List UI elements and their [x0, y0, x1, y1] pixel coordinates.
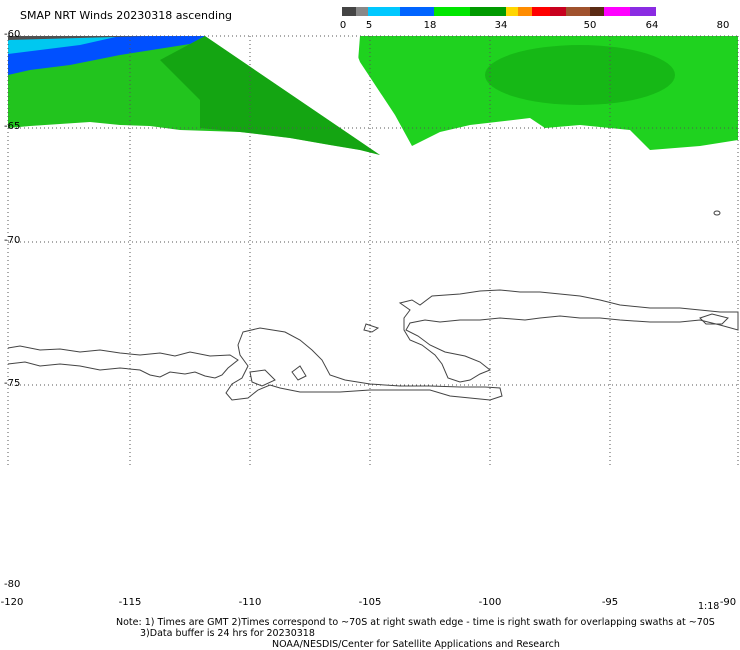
- lat-lon-grid: [8, 35, 739, 465]
- colorbar-segment: [342, 7, 356, 16]
- colorbar-segment: [470, 7, 506, 16]
- colorbar-label-64: 64: [645, 20, 659, 31]
- colorbar-label-0: 0: [339, 20, 347, 31]
- small-island: [713, 210, 721, 216]
- colorbar-segment: [604, 7, 630, 16]
- time-label: 1:18: [698, 601, 720, 612]
- lon-label: -95: [601, 597, 619, 608]
- colorbar-segment: [550, 7, 566, 16]
- colorbar-segment: [590, 7, 604, 16]
- colorbar-segment: [518, 7, 532, 16]
- lat-label: -60: [4, 29, 21, 40]
- lat-label: -75: [4, 378, 21, 389]
- colorbar-segment: [630, 7, 656, 16]
- colorbar-segment: [434, 7, 470, 16]
- lon-label: -115: [118, 597, 142, 608]
- colorbar-label-50: 50: [583, 20, 597, 31]
- colorbar-label-80: 80: [716, 20, 730, 31]
- colorbar-label-34: 34: [494, 20, 508, 31]
- right-wind-swath: [350, 36, 738, 150]
- lat-label: -65: [4, 121, 21, 132]
- colorbar-label-18: 18: [423, 20, 437, 31]
- colorbar-segment: [506, 7, 518, 16]
- lon-label: -105: [358, 597, 382, 608]
- colorbar-segment: [368, 7, 400, 16]
- colorbar-segment: [566, 7, 590, 16]
- note-line-3: NOAA/NESDIS/Center for Satellite Applica…: [272, 639, 560, 650]
- wind-speed-colorbar: [342, 7, 730, 16]
- note-line-2: 3)Data buffer is 24 hrs for 20230318: [140, 628, 315, 639]
- colorbar-label-5: 5: [365, 20, 373, 31]
- lon-label: -120: [0, 597, 24, 608]
- antarctic-coastline: [7, 289, 739, 401]
- colorbar-segment: [400, 7, 434, 16]
- colorbar-segment: [356, 7, 368, 16]
- lat-label: -80: [4, 579, 21, 590]
- lon-label: -90: [719, 597, 737, 608]
- left-wind-swath: [8, 36, 380, 155]
- lat-label: -70: [4, 235, 21, 246]
- lon-label: -110: [238, 597, 262, 608]
- colorbar-segment: [532, 7, 550, 16]
- note-line-1: Note: 1) Times are GMT 2)Times correspon…: [116, 617, 715, 628]
- map-title: SMAP NRT Winds 20230318 ascending: [20, 9, 233, 22]
- lon-label: -100: [478, 597, 502, 608]
